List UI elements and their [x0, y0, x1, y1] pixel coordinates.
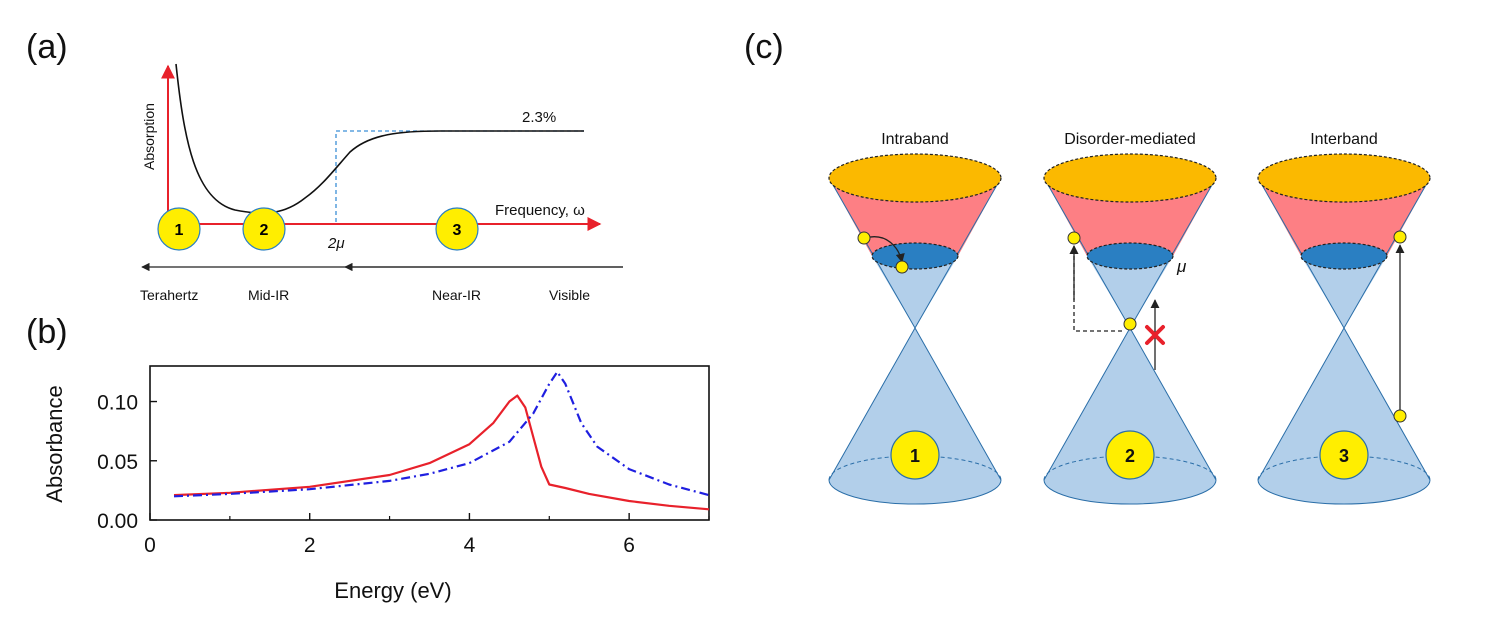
fermi-surface [1086, 242, 1174, 270]
cone-marker-label-1: 1 [910, 446, 920, 466]
marker-3: 3 [435, 207, 479, 251]
cone-title-3: Interband [1310, 131, 1378, 148]
top-surface [828, 153, 1002, 203]
lower-cone [1257, 326, 1431, 505]
disorder-electron-end [1067, 231, 1081, 245]
y-tick-label-1: 0.05 [97, 451, 138, 474]
absorption-label: Absorption [141, 103, 157, 170]
upper-cone-edges [1257, 177, 1431, 330]
disorder-electron-start [1123, 317, 1137, 331]
upper-cone-empty [1301, 256, 1387, 328]
y-tick-label-2: 0.10 [97, 392, 138, 415]
interband-electron-start [1393, 409, 1407, 423]
lower-cone [1043, 326, 1217, 505]
x-tick-label-3: 6 [623, 534, 635, 557]
level-label: 2.3% [522, 109, 556, 126]
absorption-curve [175, 63, 584, 214]
panel-a: (a) Absorption Frequency, ω 2.3% 2μ 1 2 … [26, 28, 623, 303]
fermi-surface [871, 242, 959, 270]
interband-electron-end [1393, 230, 1407, 244]
marker-3-label: 3 [453, 222, 462, 239]
region-visible: Visible [549, 287, 590, 303]
axis-ticks: 0 2 4 6 0.00 0.05 0.10 [97, 392, 710, 557]
cone-3: Interband 3 [1257, 131, 1431, 505]
cone-marker-label-2: 2 [1125, 446, 1135, 466]
step-threshold-line [335, 130, 584, 222]
marker-1-label: 1 [175, 222, 184, 239]
series-group [173, 370, 710, 511]
cone-1: Intraband 1 [828, 131, 1002, 505]
x-tick-label-2: 4 [464, 534, 476, 557]
two-mu-label: 2μ [327, 235, 345, 252]
frequency-label: Frequency, ω [495, 202, 585, 219]
cone-title-1: Intraband [881, 131, 949, 148]
disorder-path-arrow [1069, 245, 1122, 332]
region-near-ir: Near-IR [432, 287, 481, 303]
lower-cone [828, 326, 1002, 505]
forbidden-cross-icon [1145, 325, 1165, 345]
marker-1: 1 [157, 207, 201, 251]
cone-marker-3 [1319, 430, 1369, 480]
cone-marker-label-3: 3 [1339, 446, 1349, 466]
intraband-electron-end [895, 260, 909, 274]
intraband-electron-start [857, 231, 871, 245]
cone-2: Disorder-mediated 2 [1043, 131, 1217, 505]
top-surface [1257, 153, 1431, 203]
marker-2: 2 [242, 207, 286, 251]
y-axis-label: Absorbance [42, 385, 67, 502]
panel-c-tag: (c) [744, 28, 784, 66]
y-tick-label-0: 0.00 [97, 510, 138, 533]
cone-title-2: Disorder-mediated [1064, 131, 1196, 148]
panel-a-tag: (a) [26, 28, 68, 66]
upper-cone-empty [1087, 256, 1173, 328]
x-tick-label-0: 0 [144, 534, 156, 557]
cone-marker-1 [890, 430, 940, 480]
region-mid-ir: Mid-IR [248, 287, 289, 303]
panel-c: (c) Intraband 1 Disorder-mediated 2 Interban… [744, 28, 1431, 505]
panel-b-tag: (b) [26, 313, 68, 351]
marker-2-label: 2 [260, 222, 269, 239]
x-axis-label: Energy (eV) [334, 578, 451, 603]
region-terahertz: Terahertz [140, 287, 198, 303]
cone-marker-2 [1105, 430, 1155, 480]
series-solid-line [173, 394, 710, 511]
mu-label: μ [1176, 257, 1187, 276]
plot-frame [149, 365, 710, 521]
upper-cone-edges [828, 177, 1002, 330]
panel-b: (b) 0 2 4 6 0.00 0.05 0.10 Energy (eV) Absorba… [26, 313, 710, 603]
cones-group: Intraband 1 Disorder-mediated 2 Interband 3 μ [828, 131, 1431, 505]
top-surface [1043, 153, 1217, 203]
series-dashdot-line [173, 370, 710, 498]
fermi-surface [1300, 242, 1388, 270]
x-tick-label-1: 2 [304, 534, 316, 557]
upper-cone-empty [872, 256, 958, 328]
